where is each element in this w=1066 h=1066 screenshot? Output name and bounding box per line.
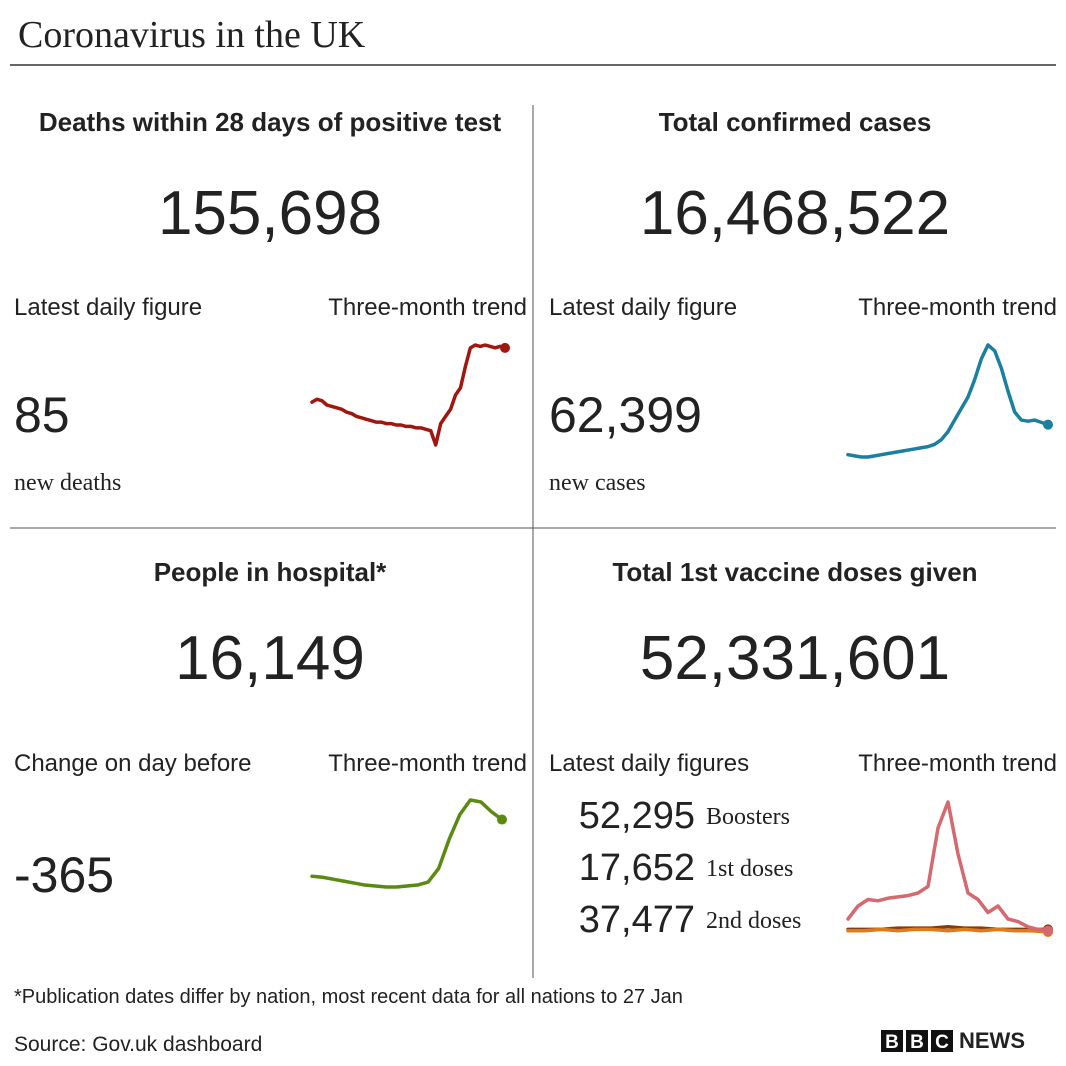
footnote: *Publication dates differ by nation, mos… xyxy=(14,986,683,1008)
latest-value: -365 xyxy=(14,847,114,903)
panel-title: People in hospital* xyxy=(154,557,387,587)
trend-line xyxy=(310,343,507,447)
logo-letter: B xyxy=(885,1032,899,1053)
trend-label: Three-month trend xyxy=(858,294,1057,321)
row-value: 17,652 xyxy=(579,847,695,889)
trend-line xyxy=(310,798,504,889)
latest-label: Latest daily figures xyxy=(549,750,749,777)
panel-total: 52,331,601 xyxy=(640,624,950,693)
latest-value: 62,399 xyxy=(549,387,702,443)
panel-total: 16,468,522 xyxy=(640,179,950,248)
panel-total: 16,149 xyxy=(175,624,365,693)
trend-label: Three-month trend xyxy=(858,750,1057,777)
row-value: 52,295 xyxy=(579,795,695,837)
logo-box xyxy=(881,1030,903,1052)
trend-label: Three-month trend xyxy=(328,750,527,777)
latest-value: 85 xyxy=(14,387,70,443)
logo-letter: B xyxy=(910,1032,924,1053)
trend-label: Three-month trend xyxy=(328,294,527,321)
logo-word: NEWS xyxy=(959,1028,1025,1053)
latest-label: Latest daily figure xyxy=(549,294,737,321)
latest-note: new cases xyxy=(549,470,646,496)
source: Source: Gov.uk dashboard xyxy=(14,1033,262,1056)
trend-end xyxy=(1043,925,1053,936)
logo-box xyxy=(931,1030,953,1052)
panel-total: 155,698 xyxy=(158,179,382,248)
panel-title: Total 1st vaccine doses given xyxy=(612,557,977,587)
page-title: Coronavirus in the UK xyxy=(18,14,366,56)
trend-line xyxy=(846,927,1050,934)
panel-title: Deaths within 28 days of positive test xyxy=(39,107,502,137)
logo-box xyxy=(906,1030,928,1052)
trend-end xyxy=(1043,419,1053,430)
logo-letter: C xyxy=(935,1032,949,1053)
row-value: 37,477 xyxy=(579,899,695,941)
latest-label: Change on day before xyxy=(14,750,252,777)
trend-line xyxy=(846,343,1050,459)
row-label: 2nd doses xyxy=(706,908,801,934)
trend-end xyxy=(500,342,510,353)
trend-end xyxy=(497,814,507,825)
panel-title: Total confirmed cases xyxy=(659,107,932,137)
latest-label: Latest daily figure xyxy=(14,294,202,321)
trend-line xyxy=(846,800,1050,933)
latest-note: new deaths xyxy=(14,470,121,496)
row-label: Boosters xyxy=(706,804,790,830)
row-label: 1st doses xyxy=(706,856,793,882)
